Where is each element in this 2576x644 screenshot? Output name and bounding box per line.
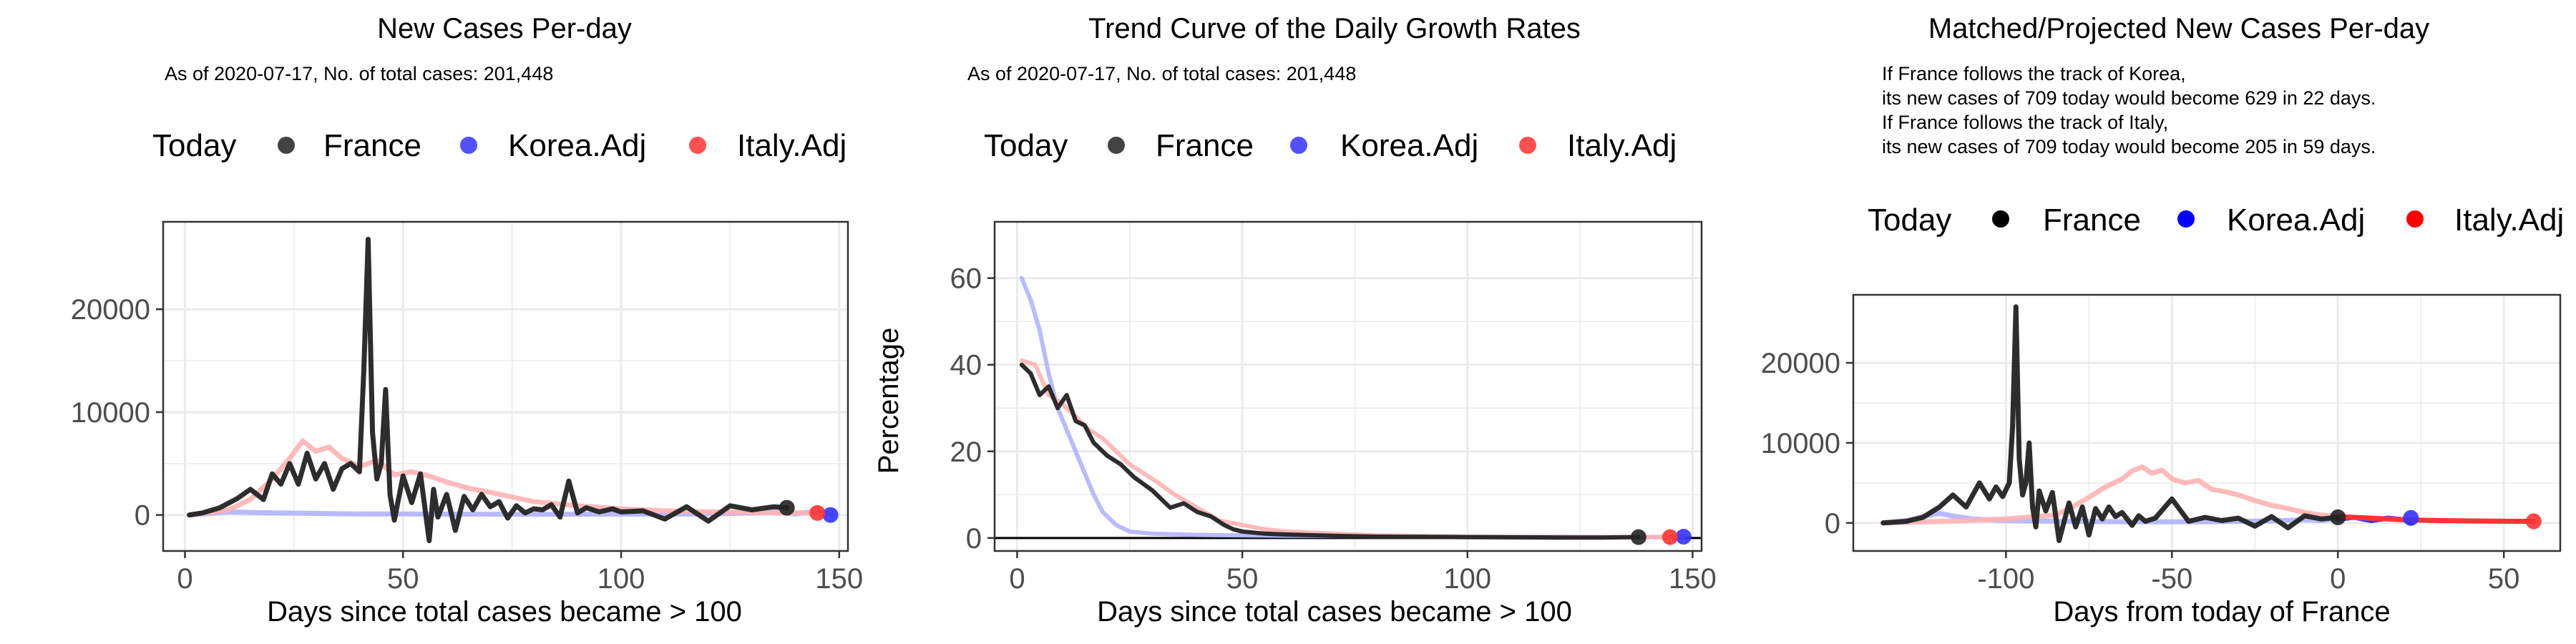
- x-tick-label: 0: [177, 563, 192, 595]
- legend-title: Today: [984, 128, 1068, 163]
- legend-label-italy: Italy.Adj: [1567, 128, 1677, 163]
- chart-title: Matched/Projected New Cases Per-day: [1928, 13, 2429, 44]
- y-axis-label: Percentage: [873, 328, 904, 474]
- legend: Today France Korea.Adj Italy.Adj: [152, 128, 847, 163]
- chart-panel-projected-cases: Matched/Projected New Cases Per-day If F…: [1761, 13, 2564, 628]
- x-tick-label: 0: [1009, 563, 1025, 595]
- projection-notes: If France follows the track of Korea, it…: [1882, 63, 2376, 157]
- chart-title: Trend Curve of the Daily Growth Rates: [1088, 13, 1581, 44]
- legend-label-korea: Korea.Adj: [508, 128, 646, 163]
- today-point-italy-adj: [1662, 529, 1678, 545]
- x-tick-label: -100: [1977, 563, 2034, 595]
- legend-label-france: France: [323, 128, 421, 163]
- legend-label-italy: Italy.Adj: [2454, 203, 2564, 238]
- y-tick-label: 20000: [1761, 348, 1840, 379]
- plot-background: [1853, 295, 2560, 551]
- y-tick-label: 20: [950, 436, 982, 468]
- legend-marker-italy: [2406, 210, 2424, 228]
- today-point-korea-adj: [822, 507, 839, 523]
- today-point-france: [2330, 509, 2346, 525]
- chart-panel-growth-rates: Trend Curve of the Daily Growth Rates As…: [873, 13, 1717, 628]
- plot-border: [162, 220, 849, 552]
- projection-note: If France follows the track of Korea,: [1882, 63, 2186, 84]
- chart-title: New Cases Per-day: [377, 13, 632, 44]
- y-tick-label: 60: [950, 263, 982, 295]
- today-point-france: [779, 499, 795, 516]
- legend-marker-france: [278, 137, 295, 154]
- chart-panel-new-cases: New Cases Per-day As of 2020-07-17, No. …: [71, 13, 863, 628]
- plot-border: [1852, 293, 2562, 552]
- legend-marker-france: [1108, 137, 1125, 154]
- plot-area: -100 -50 0 50 0 10000 20000: [1761, 293, 2562, 595]
- x-axis-label: Days since total cases became > 100: [1097, 596, 1572, 628]
- legend-marker-italy: [689, 137, 706, 154]
- chart-subtitle: As of 2020-07-17, No. of total cases: 20…: [165, 63, 553, 84]
- x-axis-label: Days since total cases became > 100: [267, 596, 742, 628]
- legend-title: Today: [1868, 203, 1951, 238]
- series-line-france: [1019, 362, 1641, 540]
- y-tick-label: 10000: [71, 397, 150, 429]
- legend-label-france: France: [1156, 128, 1254, 163]
- today-point-korea-adj: [2403, 509, 2419, 526]
- legend-label-korea: Korea.Adj: [2227, 203, 2365, 238]
- legend-marker-korea: [2177, 210, 2195, 228]
- x-tick-label: 150: [815, 563, 863, 595]
- projection-line-italy-adj: [2335, 514, 2537, 525]
- legend-marker-korea: [460, 137, 477, 154]
- series-line-france: [1880, 304, 2341, 543]
- projection-note: its new cases of 709 today would become …: [1882, 136, 2376, 157]
- legend-label-italy: Italy.Adj: [737, 128, 847, 163]
- projection-note: its new cases of 709 today would become …: [1882, 87, 2376, 109]
- y-tick-label: 0: [1825, 508, 1840, 540]
- y-tick-label: 10000: [1761, 428, 1840, 459]
- x-tick-label: 100: [597, 563, 645, 595]
- projection-note: If France follows the track of Italy,: [1882, 112, 2168, 133]
- plot-area: 0 50 100 150 0 10000 20000: [71, 220, 863, 595]
- legend-marker-france: [1992, 210, 2009, 228]
- x-tick-label: 0: [2330, 563, 2346, 595]
- plot-border: [993, 220, 1703, 552]
- x-tick-label: 150: [1669, 563, 1717, 595]
- x-axis-label: Days from today of France: [2053, 596, 2390, 628]
- legend-title: Today: [152, 128, 236, 163]
- legend-label-korea: Korea.Adj: [1340, 128, 1478, 163]
- series-line-italy-adj: [187, 438, 820, 518]
- y-tick-label: 0: [966, 523, 982, 555]
- x-tick-label: 50: [2488, 563, 2520, 595]
- plot-area: 0 50 100 150 0 20 40 60: [950, 220, 1717, 595]
- y-tick-label: 20000: [71, 294, 150, 326]
- x-tick-label: -50: [2151, 563, 2192, 595]
- today-point-italy-adj: [2525, 513, 2542, 530]
- today-point-france: [1630, 529, 1646, 545]
- plot-background: [995, 222, 1702, 551]
- y-tick-label: 0: [135, 500, 150, 532]
- series-line-france: [187, 236, 790, 544]
- legend-label-france: France: [2043, 203, 2141, 238]
- x-tick-label: 50: [1226, 563, 1259, 595]
- legend: Today France Korea.Adj Italy.Adj: [984, 128, 1677, 163]
- chart-subtitle: As of 2020-07-17, No. of total cases: 20…: [967, 63, 1356, 84]
- x-tick-label: 100: [1443, 563, 1491, 595]
- legend-marker-italy: [1519, 137, 1536, 154]
- legend: Today France Korea.Adj Italy.Adj: [1868, 203, 2564, 238]
- plot-background: [163, 222, 848, 551]
- y-tick-label: 40: [950, 350, 982, 381]
- today-point-italy-adj: [809, 504, 826, 521]
- today-point-korea-adj: [1675, 529, 1692, 545]
- x-tick-label: 50: [387, 563, 419, 595]
- legend-marker-korea: [1290, 137, 1307, 154]
